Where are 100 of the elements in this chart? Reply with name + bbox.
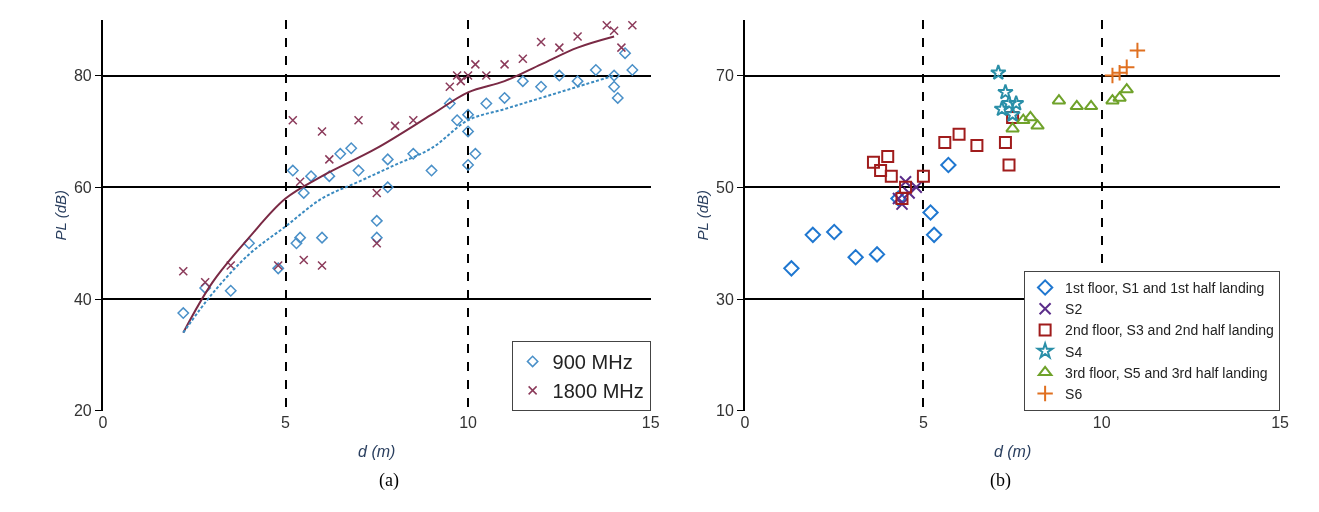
point bbox=[783, 260, 800, 277]
point bbox=[1128, 41, 1147, 60]
point bbox=[826, 223, 843, 241]
y-tick-label: 40 bbox=[73, 290, 92, 308]
y-tick-label: 70 bbox=[716, 67, 734, 85]
point bbox=[390, 121, 400, 131]
point bbox=[1005, 122, 1020, 133]
point bbox=[286, 164, 299, 177]
point bbox=[470, 59, 481, 70]
point bbox=[316, 231, 328, 244]
legend-label: S6 bbox=[1065, 385, 1083, 402]
point bbox=[1103, 66, 1122, 85]
point bbox=[868, 246, 886, 263]
point bbox=[273, 260, 283, 271]
point bbox=[1007, 94, 1025, 111]
point bbox=[225, 260, 236, 271]
point bbox=[288, 115, 298, 126]
x-tick-label: 10 bbox=[1092, 413, 1111, 431]
point bbox=[407, 147, 420, 160]
point bbox=[626, 64, 639, 76]
point bbox=[884, 169, 898, 183]
point bbox=[445, 81, 455, 92]
point bbox=[535, 80, 548, 93]
point bbox=[922, 204, 939, 221]
point bbox=[272, 262, 285, 275]
point bbox=[619, 47, 632, 60]
point bbox=[1030, 119, 1045, 130]
point bbox=[352, 164, 365, 177]
point bbox=[408, 115, 419, 126]
point bbox=[516, 75, 529, 88]
point bbox=[317, 260, 327, 271]
point bbox=[608, 69, 621, 82]
point bbox=[608, 80, 621, 93]
point bbox=[616, 42, 627, 53]
point bbox=[952, 127, 966, 141]
point bbox=[451, 114, 464, 127]
point bbox=[899, 175, 913, 189]
legend-label: 1st floor, S1 and 1st half landing bbox=[1065, 279, 1265, 296]
point bbox=[589, 64, 602, 76]
point bbox=[372, 238, 382, 248]
point bbox=[317, 126, 327, 137]
point bbox=[345, 142, 358, 155]
point bbox=[1015, 113, 1031, 125]
point bbox=[323, 170, 336, 183]
x-axis-title: d (m) bbox=[993, 442, 1032, 460]
point bbox=[925, 226, 943, 243]
point bbox=[1000, 94, 1018, 111]
point bbox=[916, 169, 930, 183]
point bbox=[370, 214, 383, 227]
point bbox=[989, 64, 1007, 80]
x-tick-label: 5 bbox=[918, 413, 928, 431]
point bbox=[499, 59, 510, 70]
point bbox=[1112, 91, 1127, 102]
y-tick-label: 30 bbox=[716, 290, 734, 308]
point bbox=[425, 164, 438, 177]
point bbox=[572, 31, 583, 42]
point bbox=[554, 42, 565, 53]
point bbox=[334, 147, 347, 160]
text: (b) bbox=[990, 470, 1011, 491]
point bbox=[1023, 110, 1038, 122]
point bbox=[200, 277, 210, 288]
point bbox=[881, 150, 895, 164]
point bbox=[299, 255, 309, 265]
point bbox=[381, 153, 394, 166]
point bbox=[295, 176, 305, 187]
point bbox=[498, 91, 511, 104]
point bbox=[305, 170, 318, 183]
point bbox=[372, 188, 382, 198]
point bbox=[998, 136, 1012, 150]
point bbox=[902, 186, 916, 200]
legend-label: S4 bbox=[1065, 343, 1083, 360]
point bbox=[1105, 94, 1120, 105]
point bbox=[895, 192, 909, 206]
point bbox=[462, 108, 475, 121]
y-tick-label: 60 bbox=[73, 178, 92, 196]
x-tick-label: 0 bbox=[740, 413, 750, 431]
point bbox=[224, 284, 237, 297]
x-axis-title: d (m) bbox=[358, 442, 396, 460]
point bbox=[324, 154, 335, 165]
x-tick-label: 10 bbox=[459, 413, 478, 431]
point bbox=[518, 54, 528, 64]
point bbox=[462, 159, 475, 171]
point bbox=[938, 136, 952, 150]
point bbox=[627, 20, 638, 30]
point bbox=[1002, 158, 1016, 172]
point bbox=[469, 147, 482, 160]
point bbox=[536, 37, 546, 47]
point bbox=[1083, 99, 1099, 111]
point bbox=[1110, 64, 1129, 82]
point bbox=[481, 70, 492, 81]
legend-label: 3rd floor, S5 and 3rd half landing bbox=[1065, 364, 1268, 381]
y-tick-label: 10 bbox=[716, 402, 734, 420]
y-tick-label: 20 bbox=[73, 402, 92, 420]
y-tick-label: 80 bbox=[73, 67, 92, 85]
point bbox=[997, 83, 1014, 100]
x-tick-label: 15 bbox=[641, 413, 660, 431]
point bbox=[294, 231, 307, 244]
x-tick-label: 15 bbox=[1271, 413, 1290, 431]
x-tick-label: 0 bbox=[98, 413, 108, 431]
x-tick-label: 5 bbox=[281, 413, 291, 431]
